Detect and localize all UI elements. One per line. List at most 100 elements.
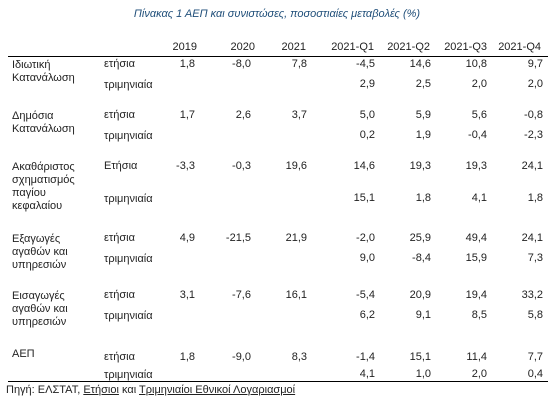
label-line: αγαθών και bbox=[12, 246, 68, 258]
table-cell: 19,6 bbox=[285, 160, 307, 172]
table-cell: 7,8 bbox=[291, 58, 307, 70]
label-line: αγαθών και bbox=[12, 303, 68, 315]
table-cell: 19,3 bbox=[409, 160, 431, 172]
table-cell: 2,5 bbox=[415, 78, 431, 90]
table-cell: 3,7 bbox=[291, 109, 307, 121]
label-line: παγίου bbox=[12, 187, 46, 199]
source-prefix: Πηγή: ΕΛΣΤΑΤ, bbox=[6, 384, 84, 396]
row-type-label: τριμηνιαία bbox=[104, 79, 153, 91]
row-type-label: ετήσια bbox=[104, 351, 135, 363]
table-cell: 1,7 bbox=[179, 109, 195, 121]
label-line: υπηρεσιών bbox=[12, 316, 67, 328]
table-cell: 7,7 bbox=[527, 351, 543, 363]
row-type-label: ετήσια bbox=[104, 58, 135, 70]
column-header: 2021-Q2 bbox=[387, 41, 430, 53]
table-cell: 15,1 bbox=[353, 192, 375, 204]
row-group-label: Δημόσια Κατανάλωση bbox=[12, 110, 75, 136]
table-cell: 2,0 bbox=[471, 368, 487, 380]
table-cell: 25,9 bbox=[409, 232, 431, 244]
source-middle: και bbox=[118, 384, 140, 396]
table-cell: -21,5 bbox=[225, 232, 251, 244]
row-group-label: Ιδιωτική Κατανάλωση bbox=[12, 59, 75, 85]
source-note: Πηγή: ΕΛΣΤΑΤ, Ετήσιοι και Τριμηνιαίοι Εθ… bbox=[6, 384, 295, 396]
table-cell: 1,8 bbox=[527, 192, 543, 204]
table-cell: 5,0 bbox=[359, 109, 375, 121]
table-cell: 9,0 bbox=[359, 252, 375, 264]
column-header: 2021-Q1 bbox=[331, 41, 374, 53]
table-cell: 15,1 bbox=[409, 351, 431, 363]
table-cell: 4,1 bbox=[359, 368, 375, 380]
table-cell: 21,9 bbox=[285, 232, 307, 244]
row-type-label: ετήσια bbox=[104, 289, 135, 301]
table-cell: -1,4 bbox=[356, 351, 375, 363]
label-line: κεφαλαίου bbox=[12, 200, 63, 212]
table-cell: 2,0 bbox=[471, 78, 487, 90]
table-cell: 4,1 bbox=[471, 192, 487, 204]
table-cell: 24,1 bbox=[521, 232, 543, 244]
column-header: 2020 bbox=[230, 41, 255, 53]
table-cell: 0,4 bbox=[527, 368, 543, 380]
table-cell: 1,8 bbox=[415, 192, 431, 204]
label-line: Κατανάλωση bbox=[12, 123, 75, 135]
label-line: υπηρεσιών bbox=[12, 259, 67, 271]
label-line: Δημόσια bbox=[12, 110, 54, 122]
table-cell: 16,1 bbox=[285, 289, 307, 301]
table-cell: 1,0 bbox=[415, 368, 431, 380]
table-cell: -0,8 bbox=[524, 109, 543, 121]
column-header: 2021-Q4 bbox=[498, 41, 541, 53]
annual-accounts-link[interactable]: Ετήσιοι bbox=[83, 384, 119, 396]
table-cell: 49,4 bbox=[465, 232, 487, 244]
table-cell: 14,6 bbox=[353, 160, 375, 172]
column-header: 2019 bbox=[172, 41, 197, 53]
table-cell: 24,1 bbox=[521, 160, 543, 172]
header-rule bbox=[8, 56, 548, 57]
row-type-label: τριμηνιαία bbox=[104, 130, 153, 142]
table-cell: -8,4 bbox=[412, 252, 431, 264]
table-cell: -7,6 bbox=[232, 289, 251, 301]
table-cell: 1,8 bbox=[179, 351, 195, 363]
table-cell: 4,9 bbox=[179, 232, 195, 244]
table-cell: 6,2 bbox=[359, 309, 375, 321]
table-cell: 14,6 bbox=[409, 58, 431, 70]
table-cell: 10,8 bbox=[465, 58, 487, 70]
quarterly-accounts-link[interactable]: Τριμηνιαίοι Εθνικοί Λογαριασμοί bbox=[139, 384, 296, 396]
table-cell: 19,4 bbox=[465, 289, 487, 301]
table-cell: 7,3 bbox=[527, 252, 543, 264]
table-cell: -4,5 bbox=[356, 58, 375, 70]
row-group-label: ΑΕΠ bbox=[12, 348, 35, 361]
table-cell: -2,0 bbox=[356, 232, 375, 244]
column-header: 2021 bbox=[281, 41, 306, 53]
row-type-label: τριμηνιαία bbox=[104, 310, 153, 322]
row-type-label: τριμηνιαία bbox=[104, 193, 153, 205]
row-type-label: τριμηνιαία bbox=[104, 253, 153, 265]
table-cell: 11,4 bbox=[466, 351, 487, 363]
table-cell: 2,0 bbox=[527, 78, 543, 90]
table-cell: 8,3 bbox=[291, 351, 307, 363]
table-cell: -9,0 bbox=[232, 351, 251, 363]
label-line: σχηματισμός bbox=[12, 174, 75, 186]
table-cell: -2,3 bbox=[524, 129, 543, 141]
bottom-rule bbox=[8, 381, 548, 382]
label-line: Ιδιωτική bbox=[12, 59, 51, 71]
table-cell: -0,4 bbox=[468, 129, 487, 141]
table-cell: -8,0 bbox=[232, 58, 251, 70]
table-cell: 9,1 bbox=[415, 309, 431, 321]
table-cell: 8,5 bbox=[471, 309, 487, 321]
table-cell: 2,9 bbox=[359, 78, 375, 90]
table-cell: 15,9 bbox=[465, 252, 487, 264]
row-type-label: ετήσια bbox=[104, 232, 135, 244]
label-line: Εισαγωγές bbox=[12, 290, 65, 302]
table-cell: 5,8 bbox=[527, 309, 543, 321]
row-group-label: Εξαγωγές αγαθών και υπηρεσιών bbox=[12, 233, 68, 272]
column-header: 2021-Q3 bbox=[444, 41, 487, 53]
label-line: ΑΕΠ bbox=[12, 348, 35, 360]
table-cell: 0,2 bbox=[359, 129, 375, 141]
label-line: Ακαθάριστος bbox=[12, 161, 75, 173]
table-cell: 19,3 bbox=[465, 160, 487, 172]
table-cell: 2,6 bbox=[235, 109, 251, 121]
row-group-label: Εισαγωγές αγαθών και υπηρεσιών bbox=[12, 290, 68, 329]
table-cell: 3,1 bbox=[179, 289, 195, 301]
table-cell: -3,3 bbox=[176, 160, 195, 172]
table-title: Πίνακας 1 ΑΕΠ και συνιστώσες, ποσοστιαίε… bbox=[133, 8, 421, 20]
table-cell: 1,8 bbox=[179, 58, 195, 70]
